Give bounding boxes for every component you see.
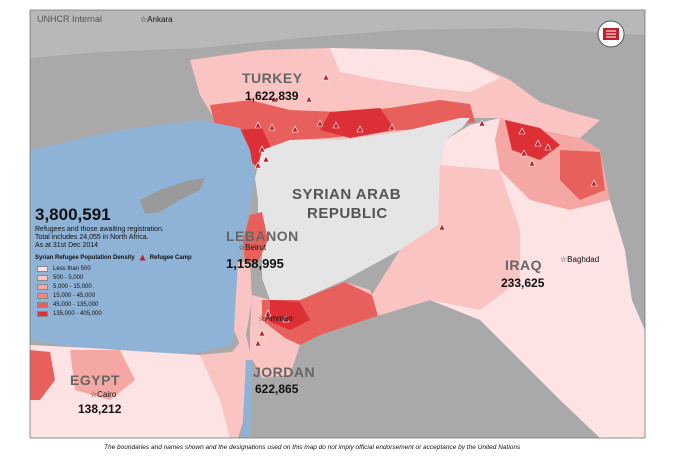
refugee-camp-icon (534, 139, 542, 147)
refugee-camp-icon (254, 161, 262, 169)
country-name-iraq: IRAQ (505, 257, 542, 273)
total-note-line2: Total includes 24,055 in North Africa. (35, 234, 149, 241)
iran-region (600, 110, 645, 330)
turkey-upper-east (330, 48, 500, 92)
legend-row: 5,000 - 15,000 (37, 282, 225, 291)
disclaimer: The boundaries and names shown and the d… (104, 444, 521, 451)
jordan-zaatari-hotspot (270, 300, 310, 330)
refugee-camp-icon (520, 149, 528, 157)
refugee-camp-markers (254, 73, 598, 347)
lebanon-region (243, 212, 268, 262)
city-amman-label: Amman (265, 314, 293, 323)
refugee-camp-icon (316, 119, 324, 127)
refugee-camp-icon (438, 223, 446, 231)
country-name-jordan: JORDAN (253, 364, 316, 380)
map-frame (29, 9, 646, 439)
city-amman: ☆Amman (258, 314, 293, 323)
total-note-line1: Refugees and those awaiting registration… (35, 226, 164, 233)
refugee-camp-icon (254, 121, 262, 129)
refugee-camp-icon (258, 329, 266, 337)
total-refugees: 3,800,591 (35, 205, 111, 224)
country-name-syria-line1: SYRIAN ARAB (292, 186, 402, 203)
refugee-camp-tent-icon (139, 254, 146, 261)
legend-header: Syrian Refugee Population Density Refuge… (35, 254, 225, 261)
refugee-camp-icon (254, 339, 262, 347)
legend-label: 135,000 - 405,000 (53, 310, 102, 317)
gulf-of-aqaba (242, 360, 252, 438)
turkey-urfa-hotspot (320, 108, 395, 138)
city-beirut-label: Beirut (245, 243, 267, 252)
legend-label: 45,000 - 135,000 (53, 301, 99, 308)
refugee-camp-icon (258, 145, 266, 153)
legend-camp-label: Refugee Camp (149, 254, 192, 261)
syria-region (255, 118, 470, 300)
legend-swatch (37, 265, 48, 272)
refugee-camp-icon (322, 73, 330, 81)
refugee-camp-icon (282, 315, 290, 323)
black-sea-region (30, 10, 645, 58)
refugee-camp-icon (590, 179, 598, 187)
sinai-region (200, 335, 252, 438)
legend-row: Less than 500 (37, 264, 225, 273)
refugee-camp-icon (268, 123, 276, 131)
refugee-camp-icon (291, 125, 299, 133)
refugee-count-turkey: 1,622,839 (245, 89, 299, 103)
legend: Syrian Refugee Population Density Refuge… (35, 254, 225, 318)
iraq-erbil-hotspot (560, 150, 605, 200)
refugee-camp-icon (305, 95, 313, 103)
refugee-camp-icon (270, 95, 278, 103)
legend-label: Less than 500 (53, 265, 91, 272)
refugee-count-egypt: 138,212 (78, 402, 122, 416)
refugee-count-iraq: 233,625 (501, 276, 545, 290)
city-baghdad-label: Baghdad (567, 255, 600, 264)
iraq-anbar-band (372, 165, 520, 315)
refugee-camp-icon (356, 125, 364, 133)
legend-label: 15,000 - 45,000 (53, 292, 96, 299)
legend-rows: Less than 500 500 - 5,000 5,000 - 15,000 15… (35, 264, 225, 318)
city-beirut: ☆Beirut (238, 243, 267, 252)
city-cairo-label: Cairo (97, 390, 117, 399)
country-name-lebanon: LEBANON (226, 228, 299, 244)
refugee-count-jordan: 622,865 (255, 382, 299, 396)
refugee-camp-icon (544, 143, 552, 151)
legend-swatch (37, 310, 48, 317)
country-name-egypt: EGYPT (70, 372, 120, 388)
total-note: Refugees and those awaiting registration… (35, 226, 205, 250)
city-baghdad: ☆Baghdad (560, 255, 600, 264)
legend-row: 15,000 - 45,000 (37, 291, 225, 300)
country-name-turkey: TURKEY (242, 70, 303, 86)
header-label: UNHCR Internal (37, 14, 103, 24)
legend-row: 45,000 - 135,000 (37, 300, 225, 309)
legend-label: 500 - 5,000 (53, 274, 84, 281)
legend-label: 5,000 - 15,000 (53, 283, 92, 290)
saudi-region (260, 300, 600, 438)
legend-swatch (37, 274, 48, 281)
refugee-camp-icon (264, 309, 272, 317)
egypt-west-zone (30, 350, 55, 400)
refugee-camp-icon (528, 159, 536, 167)
legend-swatch (37, 301, 48, 308)
mediterranean-sea (30, 120, 255, 355)
refugee-camp-icon (478, 119, 486, 127)
egypt-delta (70, 350, 135, 400)
unhcr-globe-logo-icon (597, 20, 625, 48)
legend-row: 500 - 5,000 (37, 273, 225, 282)
city-ankara-label: Ankara (147, 15, 173, 24)
refugee-camp-icon (262, 155, 270, 163)
city-ankara: ☆Ankara (140, 15, 173, 24)
legend-swatch (37, 283, 48, 290)
refugee-camp-icon (332, 121, 340, 129)
legend-swatch (37, 292, 48, 299)
cyprus-island (140, 178, 205, 214)
refugee-camp-icon (518, 127, 526, 135)
city-cairo: ☆Cairo (90, 390, 117, 399)
refugee-camp-icon (388, 123, 396, 131)
legend-title: Syrian Refugee Population Density (35, 254, 135, 261)
total-note-line3: As at 31st Dec 2014 (35, 242, 99, 249)
country-name-syria-line2: REPUBLIC (307, 205, 388, 222)
refugee-count-lebanon: 1,158,995 (226, 256, 284, 271)
levant-coastal-strip (234, 262, 252, 345)
legend-row: 135,000 - 405,000 (37, 309, 225, 318)
